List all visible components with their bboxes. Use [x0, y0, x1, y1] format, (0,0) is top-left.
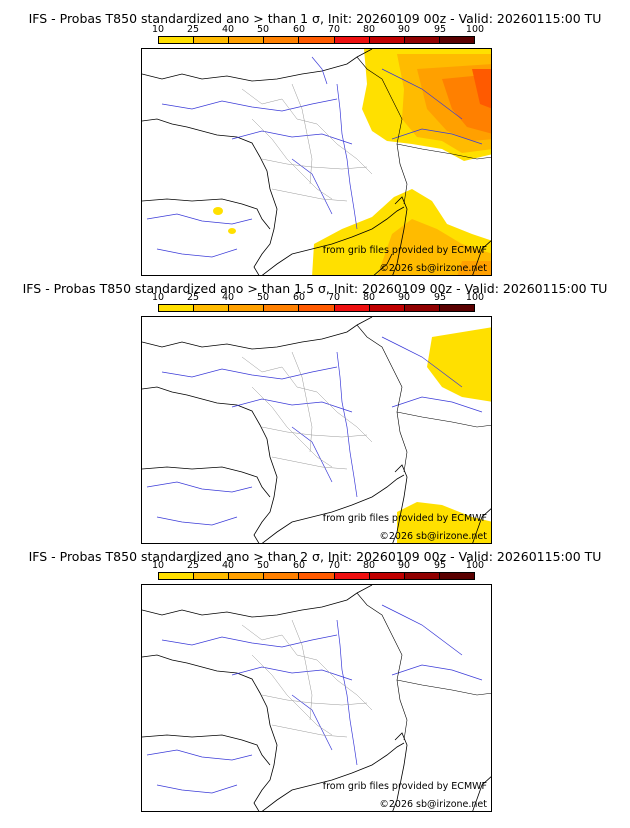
colorbar-swatches — [158, 36, 475, 44]
river-network — [146, 604, 483, 794]
colorbar-tick: 95 — [433, 24, 447, 35]
colorbar-swatch — [229, 305, 265, 311]
colorbar-tick: 10 — [151, 560, 165, 571]
colorbar-swatch — [369, 305, 405, 311]
colorbar-tick: 60 — [292, 24, 306, 35]
colorbar-swatch — [299, 37, 335, 43]
colorbar-tick: 40 — [221, 292, 235, 303]
colorbar-tick: 70 — [327, 560, 341, 571]
panel-title: IFS - Probas T850 standardized ano > tha… — [28, 11, 602, 26]
colorbar-swatch — [334, 305, 370, 311]
region-borders — [241, 619, 373, 738]
panel-title: IFS - Probas T850 standardized ano > tha… — [22, 281, 608, 296]
colorbar-swatch — [159, 573, 195, 579]
probability-colorbar: 10 25 40 50 60 70 80 90 95 100 — [152, 292, 484, 313]
data-source-credit: from grib files provided by ECMWF — [322, 245, 487, 256]
colorbar-swatch — [159, 305, 195, 311]
coastlines — [142, 317, 491, 543]
colorbar-swatch — [299, 573, 335, 579]
colorbar-swatch — [404, 573, 440, 579]
colorbar-tick: 80 — [362, 292, 376, 303]
colorbar-tick: 50 — [256, 560, 270, 571]
colorbar-swatch — [439, 37, 474, 43]
colorbar-swatch — [264, 37, 300, 43]
colorbar-tick: 60 — [292, 292, 306, 303]
colorbar-tick: 60 — [292, 560, 306, 571]
colorbar-tick: 90 — [397, 560, 411, 571]
region-borders — [241, 83, 373, 202]
colorbar-swatch — [404, 37, 440, 43]
colorbar-tick: 40 — [221, 560, 235, 571]
country-borders — [356, 324, 491, 473]
colorbar-swatch — [194, 573, 230, 579]
region-borders — [241, 351, 373, 470]
map-frame: from grib files provided by ECMWF ©2026 … — [141, 584, 492, 812]
site-credit: ©2026 sb@irizone.net — [379, 263, 487, 274]
map-frame: from grib files provided by ECMWF ©2026 … — [141, 48, 492, 276]
colorbar-tick: 50 — [256, 292, 270, 303]
france-map — [142, 585, 491, 811]
coastlines — [142, 49, 491, 275]
panel-title: IFS - Probas T850 standardized ano > tha… — [28, 549, 602, 564]
colorbar-swatch — [194, 37, 230, 43]
probability-colorbar: 10 25 40 50 60 70 80 90 95 100 — [152, 24, 484, 45]
colorbar-swatch — [194, 305, 230, 311]
colorbar-tick: 90 — [397, 292, 411, 303]
colorbar-tick: 10 — [151, 292, 165, 303]
france-map — [142, 317, 491, 543]
colorbar-swatches — [158, 304, 475, 312]
map-frame: from grib files provided by ECMWF ©2026 … — [141, 316, 492, 544]
probability-shading — [397, 327, 491, 543]
river-network — [146, 336, 483, 526]
colorbar-swatch — [264, 573, 300, 579]
france-map — [142, 49, 491, 275]
colorbar-swatch — [439, 305, 474, 311]
colorbar-swatch — [369, 37, 405, 43]
colorbar-tick: 95 — [433, 560, 447, 571]
river-network — [146, 56, 483, 258]
probability-colorbar: 10 25 40 50 60 70 80 90 95 100 — [152, 560, 484, 581]
colorbar-swatch — [229, 573, 265, 579]
colorbar-swatch — [264, 305, 300, 311]
colorbar-swatch — [334, 573, 370, 579]
colorbar-tick: 70 — [327, 292, 341, 303]
colorbar-swatch — [439, 573, 474, 579]
site-credit: ©2026 sb@irizone.net — [379, 531, 487, 542]
data-source-credit: from grib files provided by ECMWF — [322, 513, 487, 524]
colorbar-swatches — [158, 572, 475, 580]
country-borders — [356, 592, 491, 741]
colorbar-tick: 50 — [256, 24, 270, 35]
colorbar-tick: 95 — [433, 292, 447, 303]
colorbar-tick: 25 — [186, 560, 200, 571]
colorbar-tick: 100 — [465, 292, 485, 303]
colorbar-tick: 80 — [362, 24, 376, 35]
colorbar-tick: 25 — [186, 292, 200, 303]
colorbar-swatch — [404, 305, 440, 311]
colorbar-tick: 25 — [186, 24, 200, 35]
colorbar-tick: 100 — [465, 24, 485, 35]
country-borders — [356, 56, 491, 205]
probability-shading — [213, 49, 491, 275]
colorbar-swatch — [334, 37, 370, 43]
colorbar-swatch — [159, 37, 195, 43]
data-source-credit: from grib files provided by ECMWF — [322, 781, 487, 792]
colorbar-tick: 100 — [465, 560, 485, 571]
colorbar-swatch — [369, 573, 405, 579]
colorbar-tick: 10 — [151, 24, 165, 35]
colorbar-swatch — [229, 37, 265, 43]
site-credit: ©2026 sb@irizone.net — [379, 799, 487, 810]
colorbar-tick: 90 — [397, 24, 411, 35]
colorbar-tick: 80 — [362, 560, 376, 571]
coastlines — [142, 585, 491, 811]
colorbar-tick: 40 — [221, 24, 235, 35]
colorbar-swatch — [299, 305, 335, 311]
colorbar-tick: 70 — [327, 24, 341, 35]
